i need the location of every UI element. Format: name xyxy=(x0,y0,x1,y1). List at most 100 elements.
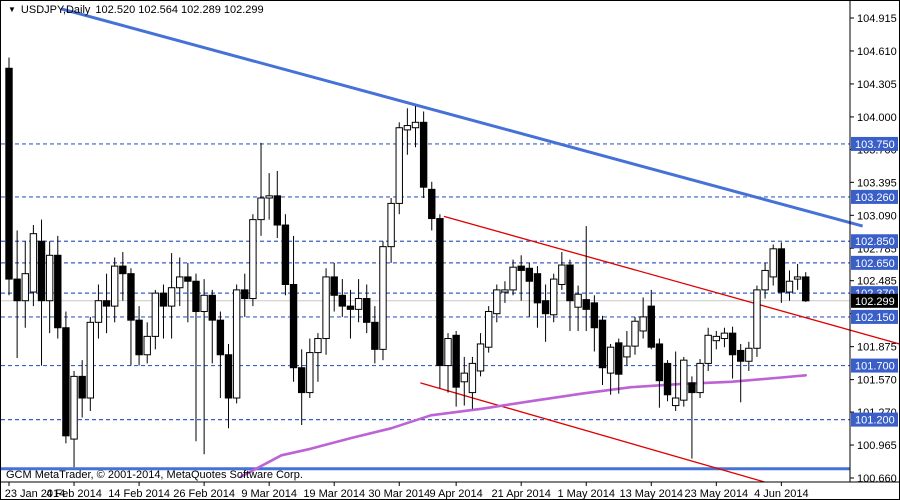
price-tick-label: 100.660 xyxy=(857,473,897,485)
date-tick-label: 19 Mar 2014 xyxy=(303,488,365,499)
candle xyxy=(720,332,729,340)
candle xyxy=(802,276,810,302)
candle xyxy=(452,334,460,388)
price-tick-label: 101.570 xyxy=(857,375,897,387)
candle xyxy=(566,264,574,302)
price-badge xyxy=(851,234,898,249)
price-badge-label: 103.750 xyxy=(855,139,895,151)
candle xyxy=(176,276,184,289)
candle xyxy=(737,349,745,362)
candle xyxy=(606,346,615,374)
candle xyxy=(671,397,680,407)
candle xyxy=(590,302,599,329)
candle xyxy=(21,273,29,302)
candle xyxy=(525,267,534,282)
date-tick-label: 4 Jun 2014 xyxy=(754,488,808,499)
candle xyxy=(119,265,127,275)
candle xyxy=(37,240,46,302)
candle xyxy=(322,276,330,340)
candle xyxy=(582,299,590,310)
candle xyxy=(306,352,314,394)
trendlines xyxy=(60,7,899,485)
price-badge xyxy=(851,189,898,204)
candle xyxy=(395,127,403,204)
price-badge xyxy=(851,293,898,308)
candle xyxy=(94,300,103,323)
candle xyxy=(541,300,550,315)
price-tick-label: 104.000 xyxy=(857,112,897,124)
candle xyxy=(249,219,257,300)
candle xyxy=(29,233,38,293)
candle xyxy=(793,276,802,280)
candle xyxy=(265,195,273,199)
candle xyxy=(224,354,233,399)
candle xyxy=(411,121,420,129)
candle xyxy=(501,289,509,293)
candle xyxy=(297,367,306,394)
date-tick-label: 9 Apr 2014 xyxy=(430,488,483,499)
date-tick-label: 4 Feb 2014 xyxy=(46,488,102,499)
candle xyxy=(403,125,412,131)
candle xyxy=(5,67,13,280)
candle xyxy=(338,294,347,307)
candle xyxy=(769,248,777,278)
price-badge xyxy=(851,358,898,373)
price-tick-label: 101.875 xyxy=(857,342,897,354)
candle xyxy=(127,273,135,321)
price-level-badges: 103.750103.260102.850102.650102.370102.1… xyxy=(851,136,898,427)
candle xyxy=(712,335,721,342)
candle xyxy=(517,265,525,271)
price-badge-label: 101.700 xyxy=(855,361,895,373)
price-tick-label: 102.485 xyxy=(857,276,897,288)
candle xyxy=(102,300,111,307)
copyright-text: GCM MetaTrader, © 2001-2014, MetaQuotes … xyxy=(6,469,303,481)
descending-resistance-trendline[interactable] xyxy=(60,7,864,228)
candle xyxy=(62,327,70,437)
price-badge-label: 102.150 xyxy=(855,312,895,324)
candle xyxy=(444,338,452,367)
channel-lower-trendline[interactable] xyxy=(420,382,773,485)
chart-ohlc-readout: 102.520 102.564 102.289 102.299 xyxy=(95,4,264,16)
price-tick-label: 104.305 xyxy=(857,79,897,91)
price-badge xyxy=(851,309,898,324)
candle xyxy=(696,362,704,394)
price-tick-label: 100.965 xyxy=(857,440,897,452)
candle xyxy=(598,319,607,369)
candle xyxy=(151,292,160,337)
candle xyxy=(460,372,468,383)
candle xyxy=(484,311,493,348)
candle xyxy=(200,294,208,313)
candle xyxy=(663,362,672,396)
candle xyxy=(273,195,281,226)
candle xyxy=(208,294,216,321)
candle xyxy=(241,289,249,300)
date-tick-label: 23 Jan 2014 xyxy=(5,488,66,499)
candle xyxy=(753,289,761,349)
window-collapse-triangle-icon[interactable]: ▼ xyxy=(8,5,16,14)
chart-symbol-period: USDJPY,Daily xyxy=(20,4,91,16)
candle xyxy=(192,280,200,313)
candle xyxy=(509,266,517,291)
candle xyxy=(631,320,639,347)
candle xyxy=(428,188,436,220)
candle xyxy=(70,375,78,440)
candle xyxy=(78,375,86,399)
candle xyxy=(639,316,647,332)
candle xyxy=(257,197,265,221)
price-tick-label: 103.090 xyxy=(857,210,897,222)
date-tick-label: 13 May 2014 xyxy=(619,488,683,499)
date-tick-label: 30 Mar 2014 xyxy=(368,488,430,499)
candle xyxy=(436,218,444,367)
channel-upper-trendline[interactable] xyxy=(443,215,899,345)
candle xyxy=(688,382,696,394)
candle xyxy=(159,292,168,307)
price-badge-label: 102.650 xyxy=(855,258,895,270)
candle xyxy=(232,289,241,399)
candles-series xyxy=(5,57,810,468)
candle xyxy=(387,202,395,248)
candle xyxy=(761,269,769,291)
date-tick-label: 21 Apr 2014 xyxy=(492,488,551,499)
price-badge-label: 101.200 xyxy=(855,415,895,427)
